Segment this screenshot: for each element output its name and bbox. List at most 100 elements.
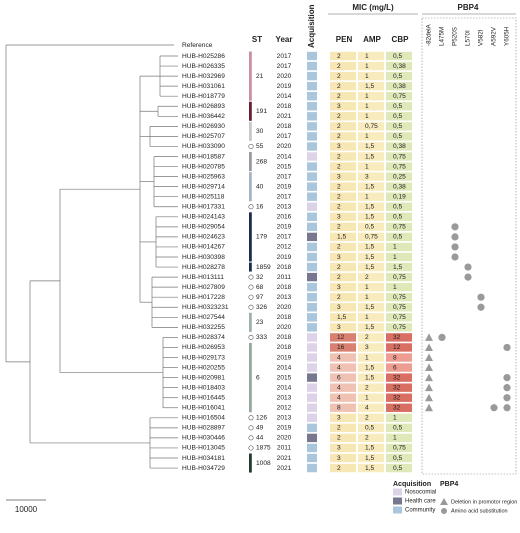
deletion-marker xyxy=(425,403,433,412)
amp-value: 1 xyxy=(365,103,369,110)
pen-value: 3 xyxy=(337,324,341,331)
st-singleton xyxy=(248,143,254,149)
year: 2014 xyxy=(277,384,292,391)
mutation-header: V582I xyxy=(478,29,485,46)
isolate-id: HUB-H020785 xyxy=(182,163,225,170)
cbp-value: 0,75 xyxy=(393,294,406,301)
acquisition-cell xyxy=(307,182,317,191)
acquisition-cell xyxy=(307,393,317,402)
cbp-value: 32 xyxy=(393,405,401,412)
cbp-value: 0,75 xyxy=(393,153,406,160)
amp-value: 1,5 xyxy=(365,304,374,311)
pen-value: 3 xyxy=(337,455,341,462)
pen-cell xyxy=(330,132,356,141)
amp-value: 1,5 xyxy=(365,374,374,381)
isolate-id: HUB-H017228 xyxy=(182,294,225,301)
legend-swatch xyxy=(393,488,402,496)
isolate-id: HUB-H025118 xyxy=(182,193,225,200)
amp-cell xyxy=(358,92,384,101)
pen-cell xyxy=(330,272,356,282)
year: 2015 xyxy=(277,163,292,170)
cbp-value: 1 xyxy=(393,415,397,422)
amp-value: 1 xyxy=(365,314,369,321)
amp-value: 1,5 xyxy=(365,445,374,452)
st-bar xyxy=(249,121,252,141)
st-bar xyxy=(249,101,252,121)
st-label: 1875 xyxy=(256,445,271,452)
cbp-cell xyxy=(386,71,412,81)
amp-value: 1,5 xyxy=(365,143,374,150)
cbp-value: 0,5 xyxy=(393,455,402,462)
pen-value: 3 xyxy=(337,304,341,311)
cbp-cell xyxy=(386,343,412,352)
pen-value: 2 xyxy=(337,264,341,271)
pen-value: 2 xyxy=(337,133,341,140)
pen-cell xyxy=(330,142,356,151)
cbp-value: 32 xyxy=(393,384,401,391)
pen-value: 6 xyxy=(337,374,341,381)
amp-cell xyxy=(358,383,384,392)
isolate-id: HUB-H026335 xyxy=(182,63,225,70)
pen-cell xyxy=(330,313,356,322)
mutation-header: -82delA xyxy=(426,23,433,46)
pen-cell xyxy=(330,192,356,201)
cbp-cell xyxy=(386,363,412,372)
amp-value: 0,75 xyxy=(365,123,378,130)
cbp-value: 0,75 xyxy=(393,93,406,100)
st-label: 49 xyxy=(256,425,264,432)
cbp-cell xyxy=(386,333,412,342)
pen-cell xyxy=(330,413,356,422)
isolate-id: HUB-H016445 xyxy=(182,394,225,401)
amp-cell xyxy=(358,152,384,161)
year: 2017 xyxy=(277,234,292,241)
amp-value: 1 xyxy=(365,354,369,361)
amp-value: 1 xyxy=(365,294,369,301)
cbp-value: 0,75 xyxy=(393,163,406,170)
deletion-marker xyxy=(425,343,433,351)
mutation-header: P520S xyxy=(452,27,459,46)
pen-value: 8 xyxy=(337,405,341,412)
amp-value: 1,5 xyxy=(365,364,374,371)
mutation-header: Y605H xyxy=(504,26,511,46)
year: 2018 xyxy=(277,123,292,130)
isolate-id: HUB-H020981 xyxy=(182,374,225,381)
acquisition-cell xyxy=(307,383,317,392)
cbp-value: 0,5 xyxy=(393,425,402,432)
substitution-marker xyxy=(438,333,446,341)
pbp4-header: PBP4 xyxy=(458,3,479,12)
amp-value: 2 xyxy=(365,384,369,391)
acquisition-cell xyxy=(307,132,317,141)
st-label: 1859 xyxy=(256,264,271,271)
st-label: 1008 xyxy=(256,460,271,467)
st-bar xyxy=(249,212,252,262)
acquisition-header: Acquisition xyxy=(307,4,316,48)
acquisition-cell xyxy=(307,142,317,151)
substitution-marker xyxy=(451,223,459,231)
pen-value: 1,5 xyxy=(337,234,346,241)
isolate-id: HUB-H033090 xyxy=(182,143,225,150)
st-bar xyxy=(249,172,252,202)
isolate-id: HUB-H016504 xyxy=(182,415,225,422)
pen-value: 2 xyxy=(337,425,341,432)
st-singleton xyxy=(248,284,254,290)
acquisition-cell xyxy=(307,172,317,181)
st-singleton xyxy=(248,334,254,340)
substitution-marker xyxy=(464,263,472,271)
st-label: 55 xyxy=(256,143,264,150)
pen-cell xyxy=(330,393,356,402)
pen-value: 2 xyxy=(337,123,341,130)
pen-value: 3 xyxy=(337,254,341,261)
pen-cell xyxy=(330,232,356,242)
mutation-header: L570I xyxy=(465,30,472,46)
cbp-cell xyxy=(386,323,412,332)
isolate-id: HUB-H024623 xyxy=(182,234,225,241)
amp-value: 1 xyxy=(365,73,369,80)
acquisition-cell xyxy=(307,162,317,171)
amp-value: 3 xyxy=(365,173,369,180)
isolate-id: HUB-H018779 xyxy=(182,93,225,100)
st-singleton xyxy=(248,274,254,280)
amp-cell xyxy=(358,202,384,211)
pen-cell xyxy=(330,71,356,81)
pen-cell xyxy=(330,363,356,372)
isolate-id: HUB-H024143 xyxy=(182,214,225,221)
